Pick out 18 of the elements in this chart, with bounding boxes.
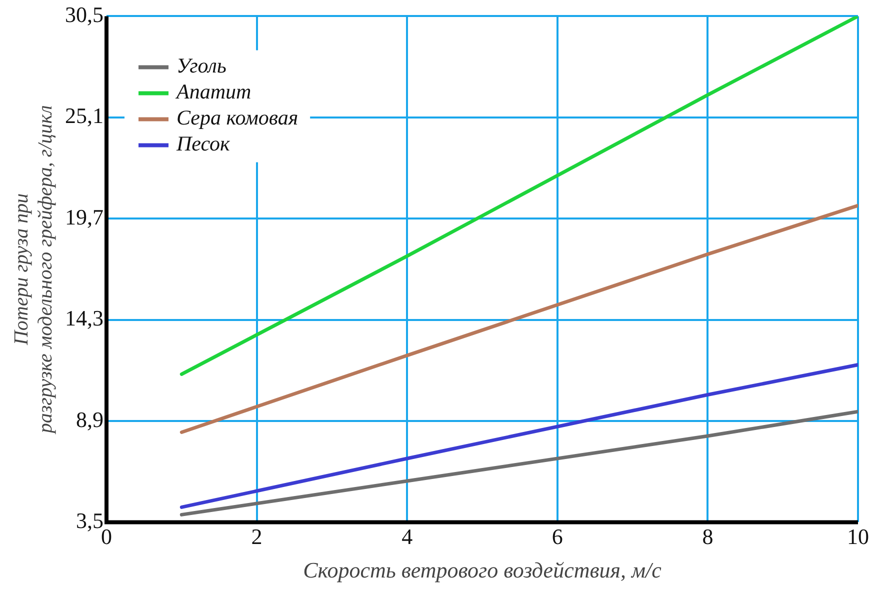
y-tick-label: 19,7 (65, 204, 104, 230)
x-tick-label: 8 (702, 524, 714, 550)
y-tick-label: 30,5 (65, 2, 104, 27)
x-tick-label: 0 (101, 524, 112, 550)
x-tick-label: 2 (251, 524, 262, 550)
legend-label: Сера комовая (176, 106, 298, 130)
y-tick-label: 3,5 (76, 508, 104, 533)
legend-label: Апатит (174, 80, 252, 104)
x-tick-label: 10 (847, 524, 869, 550)
y-tick-label: 25,1 (65, 103, 104, 128)
legend-label: Уголь (176, 54, 226, 78)
x-axis-title: Скорость ветрового воздействия, м/с (303, 558, 662, 583)
x-tick-label: 4 (402, 524, 413, 550)
y-tick-label: 8,9 (76, 406, 104, 432)
y-axis-title: Потери груза при разгрузке модельного грейфера, г/цикл (10, 104, 56, 436)
y-tick-label: 14,3 (65, 306, 104, 331)
x-tick-label: 6 (552, 524, 563, 550)
legend-label: Песок (176, 132, 230, 156)
